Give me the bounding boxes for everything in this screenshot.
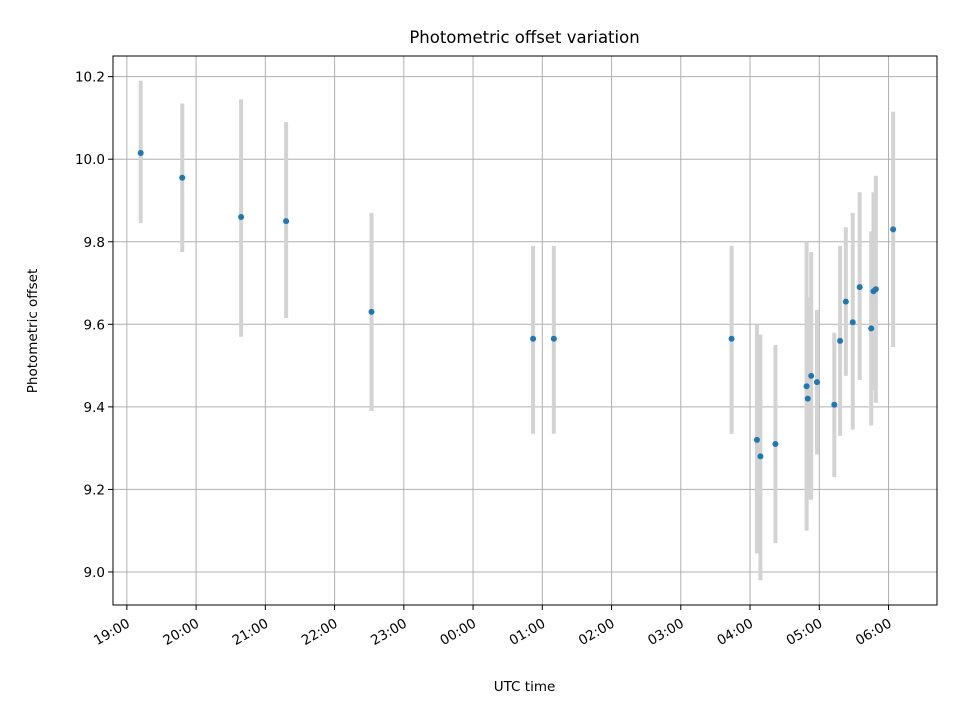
- plot-frame: [112, 55, 938, 606]
- data-point: [728, 335, 735, 342]
- data-point: [837, 337, 844, 344]
- data-point: [856, 284, 863, 291]
- y-tick-label: 9.2: [84, 482, 105, 498]
- data-point: [804, 395, 811, 402]
- data-point: [872, 286, 879, 293]
- y-tick-label: 9.8: [84, 235, 105, 251]
- chart-title: Photometric offset variation: [409, 28, 639, 47]
- data-point: [179, 174, 186, 181]
- data-point: [530, 335, 537, 342]
- data-point: [137, 150, 144, 157]
- y-tick-label: 9.0: [84, 565, 105, 581]
- data-point: [831, 401, 838, 408]
- y-tick-label: 10.0: [75, 152, 105, 168]
- data-point: [868, 325, 875, 332]
- data-point: [813, 379, 820, 386]
- data-point: [757, 453, 764, 460]
- y-tick-label: 9.4: [84, 400, 105, 416]
- data-point: [808, 372, 815, 379]
- data-point: [772, 441, 779, 448]
- data-point: [753, 436, 760, 443]
- data-point: [368, 308, 375, 315]
- grid: [113, 56, 937, 605]
- x-axis-label: UTC time: [494, 679, 556, 695]
- data-point: [842, 298, 849, 305]
- y-tick-label: 10.2: [75, 70, 105, 86]
- y-tick-label: 9.6: [84, 317, 105, 333]
- data-point: [849, 319, 856, 326]
- data-point: [238, 213, 245, 220]
- data-points: [137, 150, 897, 460]
- data-point: [890, 226, 897, 233]
- y-axis-label: Photometric offset: [25, 269, 41, 393]
- data-point: [803, 383, 810, 390]
- data-point: [550, 335, 557, 342]
- data-point: [283, 218, 290, 225]
- y-axis-ticks: 9.0 9.2 9.4 9.6 9.8 10.0 10.2: [75, 70, 113, 581]
